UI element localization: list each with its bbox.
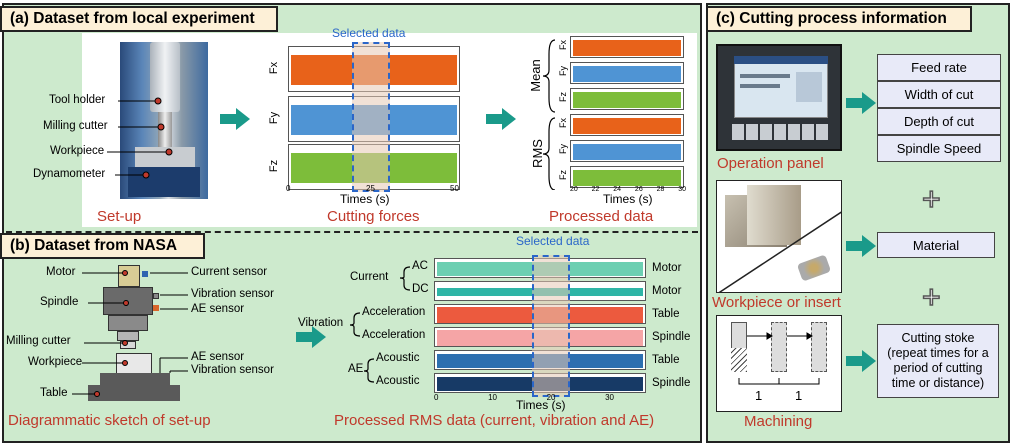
cutting-stoke-detail: (repeat times for a period of cutting ti…: [887, 346, 989, 390]
machining-diagram: 1 1: [716, 315, 842, 412]
plus-icon: +: [921, 181, 941, 217]
location-motor-2: Motor: [652, 285, 682, 297]
sketch-label-table: Table: [40, 387, 68, 399]
force-channel-fz: Fz: [268, 159, 281, 173]
signal-ac: AC: [412, 260, 428, 272]
location-spindle-2: Spindle: [652, 377, 691, 389]
arrow-icon: [220, 108, 250, 130]
sketch-label-motor: Motor: [46, 266, 76, 278]
signal-acoustic-1: Acoustic: [376, 352, 420, 364]
setup-label-workpiece: Workpiece: [50, 145, 105, 157]
arrow-icon: [296, 326, 326, 348]
force-selection-box: [352, 42, 390, 192]
setup-label-milling-cutter: Milling cutter: [43, 120, 108, 132]
processed-caption: Processed data: [549, 208, 654, 225]
sketch-caption: Diagrammatic sketch of set-up: [8, 412, 211, 429]
machining-mark: 1: [795, 388, 803, 403]
processed-ticks: 20 22 24 26 28 30: [570, 186, 686, 193]
sketch-label-vibration-sensor-bottom: Vibration sensor: [191, 364, 274, 376]
param-width-of-cut: Width of cut: [877, 81, 1001, 108]
processed-mean-label: Mean: [527, 59, 543, 92]
rms-selected-label: Selected data: [516, 234, 590, 248]
force-plots: Fx Fy Fz Selected data 0 25 50 Times (s): [268, 26, 470, 230]
processed-channel: Fz: [558, 170, 568, 180]
signal-dc: DC: [412, 283, 429, 295]
force-channel-fx: Fx: [268, 61, 281, 75]
signal-acceleration-2: Acceleration: [362, 329, 426, 341]
rms-selection-box: [532, 255, 570, 397]
processed-xlabel: Times (s): [603, 192, 653, 206]
setup-label-dynamometer: Dynamometer: [33, 168, 106, 180]
rms-plots: Selected data AC DC Acceleration Acceler…: [298, 234, 700, 420]
cutting-stoke-title: Cutting stoke: [901, 331, 975, 345]
sketch: [0, 255, 300, 415]
sketch-label-current-sensor: Current sensor: [191, 266, 268, 278]
plus-icon: +: [921, 279, 941, 315]
workpiece-caption: Workpiece or insert: [712, 294, 841, 311]
setup-leader-lines: [107, 97, 173, 179]
sketch-label-spindle: Spindle: [40, 296, 79, 308]
setup-photo: [120, 42, 208, 199]
force-tick-25: 25: [366, 184, 375, 193]
processed-channel: Fz: [558, 92, 568, 102]
param-feed-rate: Feed rate: [877, 54, 1001, 81]
force-tick-0: 0: [286, 184, 291, 193]
cutting-stoke-box: Cutting stoke (repeat times for a period…: [877, 324, 999, 398]
rms-xlabel: Times (s): [516, 398, 566, 412]
force-selected-label: Selected data: [332, 26, 406, 40]
panel-c-title: (c) Cutting process information: [706, 6, 972, 32]
force-channel-fy: Fy: [268, 111, 281, 125]
param-spindle-speed: Spindle Speed: [877, 135, 1001, 162]
sketch-label-milling-cutter: Milling cutter: [6, 335, 71, 347]
panel-b-title: (b) Dataset from NASA: [0, 233, 205, 259]
processed-plots: Fx Fy Fz Fx Fy Fz Mean RMS 20 22 24 26 28 30 …: [515, 30, 695, 210]
panel-a-title: (a) Dataset from local experiment: [0, 6, 278, 32]
rms-ticks: 0 10 20 30: [434, 393, 614, 402]
processed-channel: Fx: [558, 40, 568, 50]
material-box: Material: [877, 232, 995, 258]
sketch-label-vibration-sensor-top: Vibration sensor: [191, 288, 274, 300]
operation-caption: Operation panel: [717, 155, 824, 172]
group-current: Current: [350, 271, 389, 283]
sketch-label-ae-sensor-top: AE sensor: [191, 303, 245, 315]
rms-brackets: [349, 266, 411, 383]
rms-caption: Processed RMS data (current, vibration a…: [334, 412, 655, 429]
location-table-1: Table: [652, 308, 680, 320]
arrow-icon: [486, 108, 516, 130]
processed-channel: Fy: [558, 144, 568, 154]
processed-channel: Fy: [558, 66, 568, 76]
location-motor-1: Motor: [652, 262, 682, 274]
panel-divider: [6, 231, 698, 233]
arrow-icon: [846, 350, 876, 372]
processed-brackets: [543, 39, 556, 190]
machining-mark: 1: [755, 388, 763, 403]
arrow-icon: [846, 92, 876, 114]
location-spindle-1: Spindle: [652, 331, 691, 343]
arrow-icon: [846, 235, 876, 257]
force-xlabel: Times (s): [340, 192, 390, 206]
machining-caption: Machining: [744, 413, 813, 430]
signal-acoustic-2: Acoustic: [376, 375, 420, 387]
force-caption: Cutting forces: [327, 208, 420, 225]
processed-channel: Fx: [558, 118, 568, 128]
workpiece-image: [716, 180, 842, 293]
sketch-label-workpiece: Workpiece: [28, 356, 83, 368]
operation-panel-image: [716, 44, 842, 151]
group-vibration: Vibration: [298, 317, 344, 329]
sketch-label-ae-sensor-bottom: AE sensor: [191, 351, 245, 363]
sketch-leader-lines: [72, 270, 188, 397]
group-ae: AE: [348, 363, 364, 375]
setup-caption: Set-up: [97, 208, 142, 225]
setup-label-tool-holder: Tool holder: [49, 94, 106, 106]
location-table-2: Table: [652, 354, 680, 366]
param-depth-of-cut: Depth of cut: [877, 108, 1001, 135]
processed-rms-label: RMS: [529, 139, 545, 168]
force-tick-50: 50: [450, 184, 459, 193]
signal-acceleration-1: Acceleration: [362, 306, 426, 318]
